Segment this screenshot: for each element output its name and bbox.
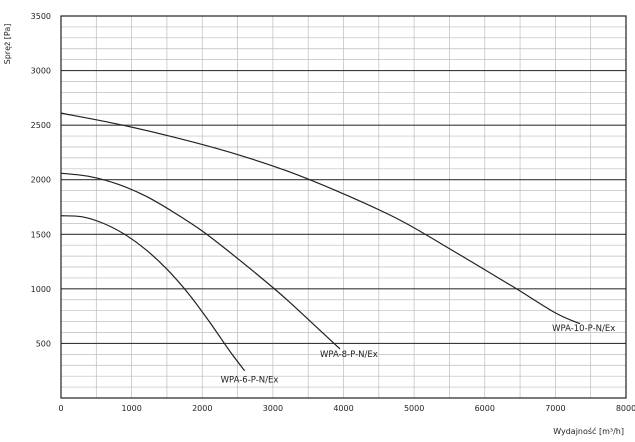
x-tick-label: 3000 xyxy=(263,404,283,413)
y-axis-label: Spręż [Pa] xyxy=(3,24,12,65)
curves xyxy=(60,112,581,372)
y-tick-label: 2500 xyxy=(31,121,51,130)
x-tick-label: 6000 xyxy=(475,404,495,413)
x-tick-labels: 0 1000 2000 3000 4000 5000 6000 7000 8000 xyxy=(58,404,635,413)
plot-frame xyxy=(60,15,627,399)
y-tick-label: 2000 xyxy=(31,176,51,185)
curve-wpa-6-p-n-ex xyxy=(60,215,246,372)
major-grid xyxy=(61,70,626,344)
y-tick-label: 1500 xyxy=(31,230,51,239)
y-tick-label: 1000 xyxy=(31,285,51,294)
curve-label: WPA-8-P-N/Ex xyxy=(320,350,378,360)
x-axis-label: Wydajność [m³/h] xyxy=(553,426,624,436)
x-tick-label: 2000 xyxy=(192,404,212,413)
x-tick-label: 7000 xyxy=(545,404,565,413)
x-tick-label: 8000 xyxy=(616,404,635,413)
x-tick-label: 4000 xyxy=(333,404,353,413)
minor-grid xyxy=(61,16,626,398)
curve-label: WPA-10-P-N/Ex xyxy=(552,324,615,334)
x-tick-label: 0 xyxy=(58,404,63,413)
curve-label: WPA-6-P-N/Ex xyxy=(221,376,279,386)
curve-wpa-10-p-n-ex xyxy=(60,112,581,325)
y-tick-labels: 500 1000 1500 2000 2500 3000 3500 xyxy=(31,12,51,348)
y-tick-label: 3000 xyxy=(31,67,51,76)
y-tick-label: 3500 xyxy=(31,12,51,21)
curve-labels: WPA-6-P-N/Ex WPA-8-P-N/Ex WPA-10-P-N/Ex xyxy=(221,324,616,386)
x-tick-label: 1000 xyxy=(121,404,141,413)
x-tick-label: 5000 xyxy=(404,404,424,413)
y-tick-label: 500 xyxy=(36,339,51,348)
curve-wpa-8-p-n-ex xyxy=(60,172,341,350)
